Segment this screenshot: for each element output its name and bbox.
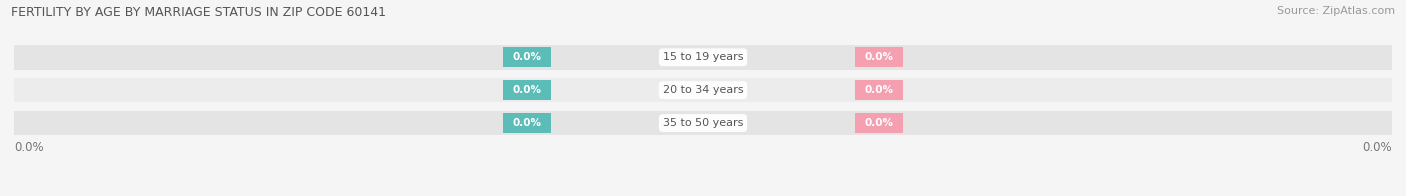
Bar [855,47,903,67]
Text: 0.0%: 0.0% [513,52,541,62]
Text: 35 to 50 years: 35 to 50 years [662,118,744,128]
Text: 0.0%: 0.0% [865,52,893,62]
Bar [14,45,1392,70]
Bar [855,80,903,100]
Text: 0.0%: 0.0% [14,141,44,154]
Text: 0.0%: 0.0% [865,85,893,95]
Text: 0.0%: 0.0% [513,118,541,128]
Text: FERTILITY BY AGE BY MARRIAGE STATUS IN ZIP CODE 60141: FERTILITY BY AGE BY MARRIAGE STATUS IN Z… [11,6,387,19]
Text: Source: ZipAtlas.com: Source: ZipAtlas.com [1277,6,1395,16]
Bar [503,80,551,100]
Bar [503,47,551,67]
Bar [503,113,551,133]
Bar [14,111,1392,135]
Text: 0.0%: 0.0% [513,85,541,95]
Bar [14,78,1392,103]
Bar [855,113,903,133]
Text: 15 to 19 years: 15 to 19 years [662,52,744,62]
Text: 0.0%: 0.0% [1362,141,1392,154]
Text: 20 to 34 years: 20 to 34 years [662,85,744,95]
Text: 0.0%: 0.0% [865,118,893,128]
